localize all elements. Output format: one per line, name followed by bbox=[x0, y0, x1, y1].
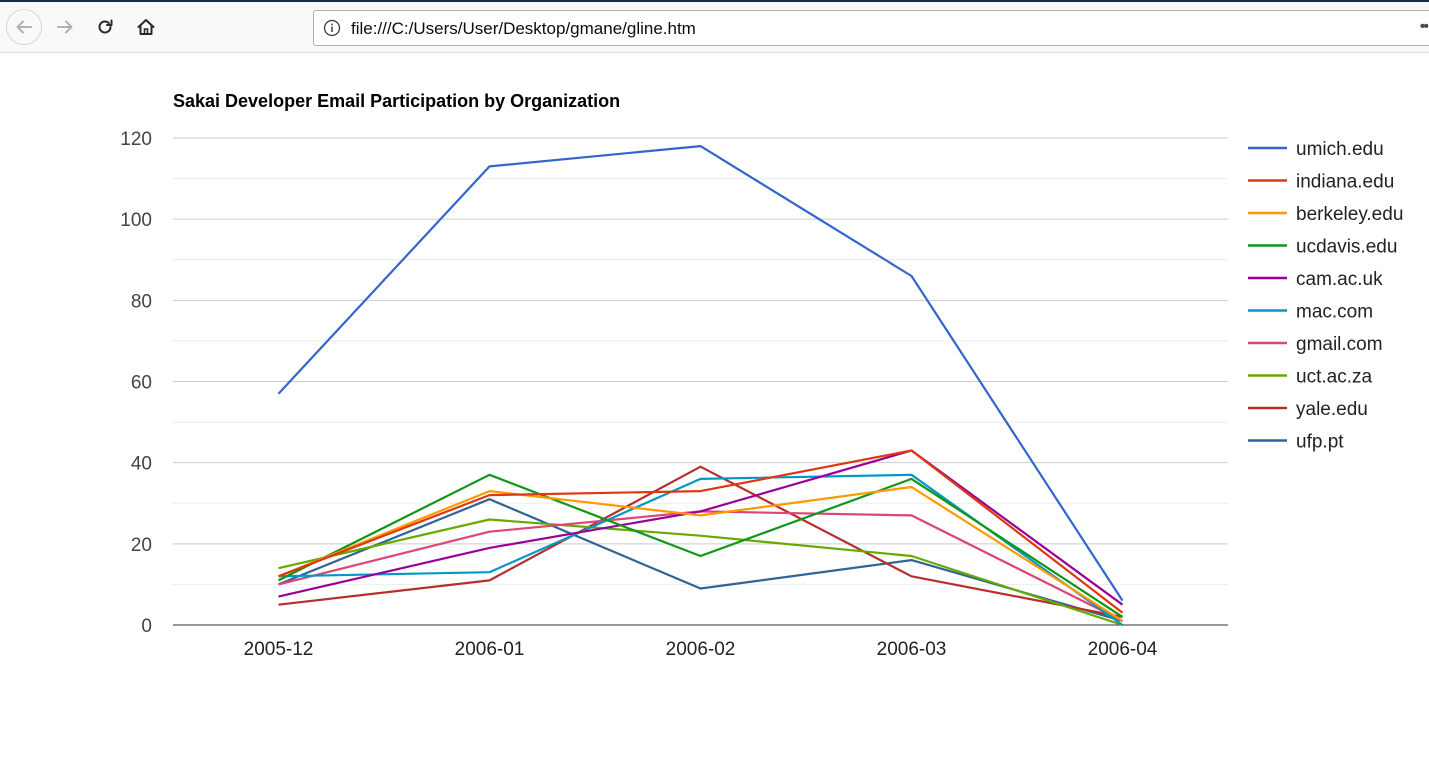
legend-label[interactable]: ucdavis.edu bbox=[1296, 237, 1397, 258]
series-line-umich-edu[interactable] bbox=[277, 144, 1124, 602]
y-tick-label: 100 bbox=[120, 210, 152, 231]
x-tick-label: 2006-04 bbox=[1088, 639, 1158, 660]
x-tick-label: 2006-03 bbox=[877, 639, 947, 660]
series-line-cam-ac-uk[interactable] bbox=[278, 449, 1124, 606]
y-tick-label: 0 bbox=[141, 616, 152, 637]
home-button[interactable] bbox=[128, 9, 164, 45]
reload-button[interactable] bbox=[88, 9, 124, 45]
x-axis: 2005-12 2006-01 2006-02 2006-03 2006-04 bbox=[244, 639, 1158, 660]
series-lines bbox=[277, 144, 1124, 627]
series-line-berkeley-edu[interactable] bbox=[278, 485, 1124, 622]
legend-label[interactable]: uct.ac.za bbox=[1296, 367, 1372, 388]
reload-icon bbox=[98, 19, 113, 34]
legend-label[interactable]: mac.com bbox=[1296, 302, 1373, 323]
legend: umich.edu indiana.edu berkeley.edu ucdavis.… bbox=[1248, 139, 1403, 453]
gridlines bbox=[173, 137, 1228, 585]
legend-label[interactable]: gmail.com bbox=[1296, 334, 1383, 355]
legend-label[interactable]: indiana.edu bbox=[1296, 172, 1394, 193]
forward-button[interactable] bbox=[48, 9, 84, 45]
browser-toolbar: file:///C:/Users/User/Desktop/gmane/glin… bbox=[0, 2, 1429, 53]
chart-title: Sakai Developer Email Participation by O… bbox=[173, 91, 620, 111]
series-line-ucdavis-edu[interactable] bbox=[278, 473, 1124, 618]
back-button[interactable] bbox=[6, 9, 42, 45]
y-tick-label: 80 bbox=[131, 291, 152, 312]
legend-label[interactable]: cam.ac.uk bbox=[1296, 269, 1383, 290]
home-icon bbox=[137, 19, 155, 35]
x-tick-label: 2006-01 bbox=[455, 639, 525, 660]
line-chart: Sakai Developer Email Participation by O… bbox=[120, 91, 1403, 660]
page-content: Sakai Developer Email Participation by O… bbox=[0, 53, 1429, 771]
x-tick-label: 2006-02 bbox=[666, 639, 736, 660]
url-text[interactable]: file:///C:/Users/User/Desktop/gmane/glin… bbox=[351, 19, 696, 38]
y-axis: 0 20 40 60 80 100 120 bbox=[120, 129, 152, 637]
legend-label[interactable]: ufp.pt bbox=[1296, 432, 1344, 453]
series-line-ufp-pt[interactable] bbox=[278, 498, 1123, 622]
legend-label[interactable]: umich.edu bbox=[1296, 139, 1384, 160]
y-tick-label: 60 bbox=[131, 373, 152, 394]
page-actions-icon[interactable]: •• bbox=[1419, 18, 1429, 35]
y-tick-label: 20 bbox=[131, 535, 152, 556]
address-bar[interactable]: file:///C:/Users/User/Desktop/gmane/glin… bbox=[313, 10, 1429, 46]
series-line-indiana-edu[interactable] bbox=[278, 449, 1124, 614]
y-tick-label: 40 bbox=[131, 454, 152, 475]
legend-label[interactable]: yale.edu bbox=[1296, 399, 1368, 420]
series-line-uct-ac-za[interactable] bbox=[278, 518, 1123, 627]
x-tick-label: 2005-12 bbox=[244, 639, 314, 660]
series-line-mac-com[interactable] bbox=[278, 473, 1124, 626]
legend-label[interactable]: berkeley.edu bbox=[1296, 204, 1403, 225]
arrow-left-icon bbox=[16, 20, 32, 34]
arrow-right-icon bbox=[57, 20, 73, 34]
info-icon[interactable] bbox=[323, 19, 341, 37]
y-tick-label: 120 bbox=[120, 129, 152, 150]
window-top-edge bbox=[0, 0, 1429, 2]
series-line-yale-edu[interactable] bbox=[278, 465, 1123, 618]
